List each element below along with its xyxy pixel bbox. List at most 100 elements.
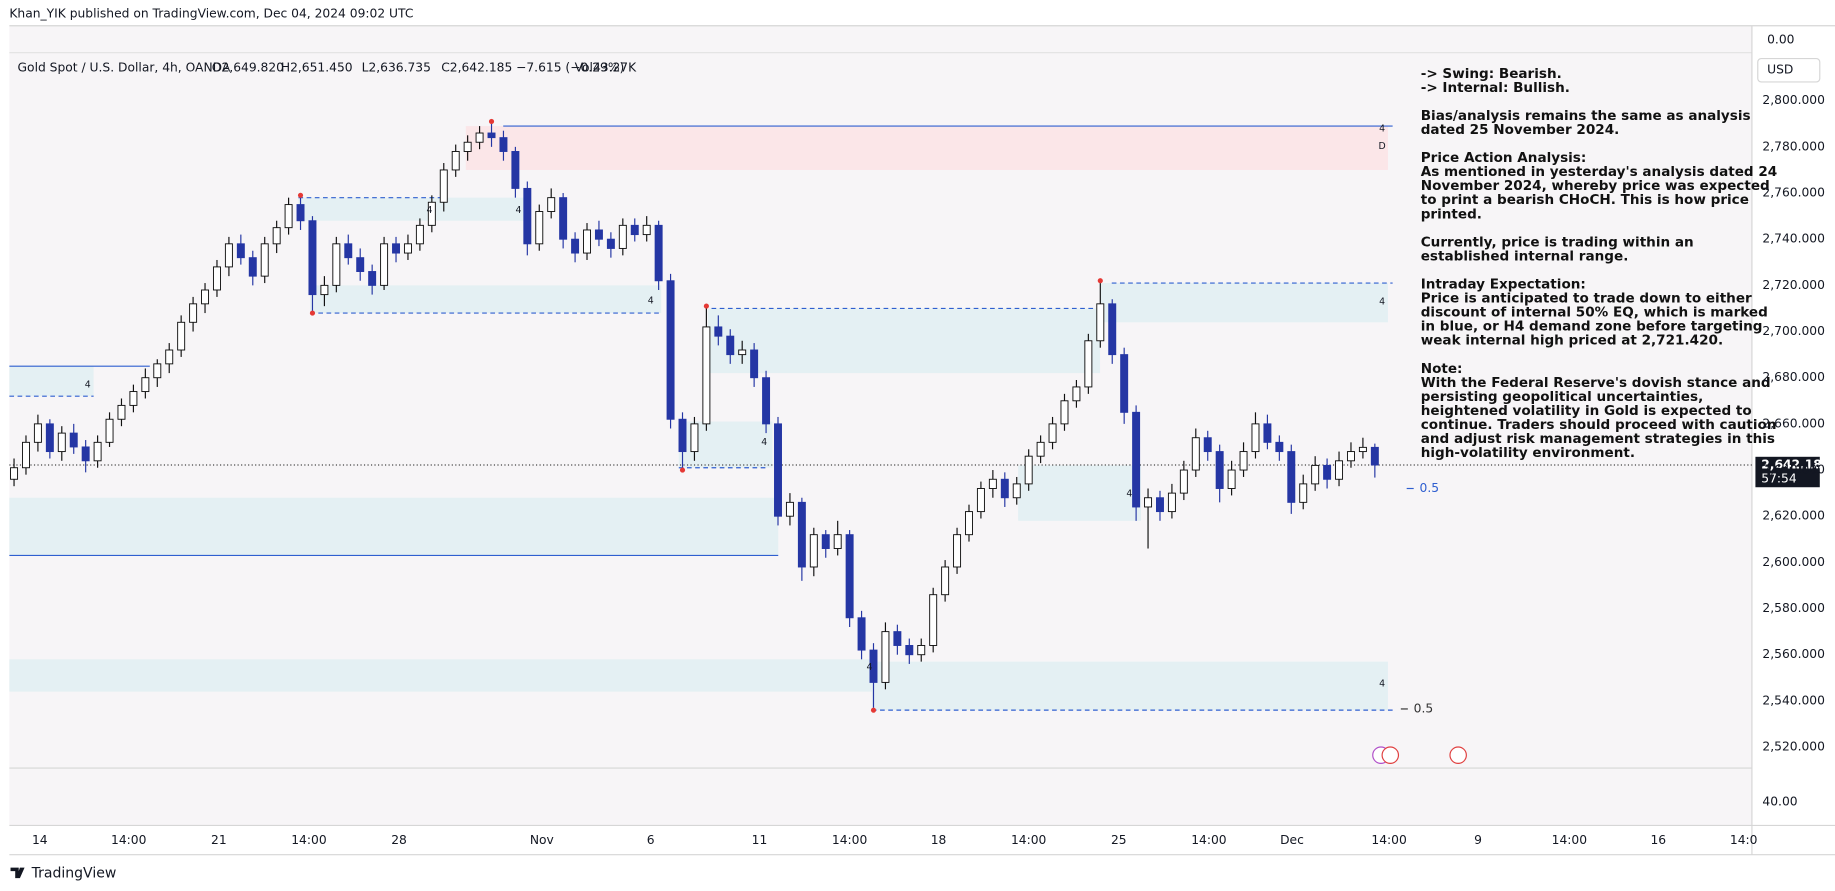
x-tick-label: 14:00: [1011, 833, 1046, 847]
y-tick-label: 2,600.000: [1762, 555, 1825, 569]
zone-label: 4: [867, 662, 873, 673]
candle-body: [678, 418, 687, 453]
candle-body: [129, 391, 138, 406]
candle-body: [463, 141, 472, 152]
y-tick-label: 2,700.000: [1762, 324, 1825, 338]
candle-body: [1132, 411, 1141, 508]
candle-body: [1012, 483, 1021, 499]
candle-body: [941, 566, 950, 596]
zone-label: D: [1378, 141, 1385, 152]
x-tick-label: 14:00: [832, 833, 867, 847]
zone-label: 4: [1379, 297, 1385, 308]
candle-body: [893, 631, 902, 646]
candle-body: [69, 432, 78, 448]
candle-body: [1144, 497, 1153, 508]
zone: [9, 659, 872, 692]
candle-body: [415, 224, 424, 245]
countdown: 57:54: [1761, 472, 1797, 486]
candle-body: [141, 377, 150, 393]
analysis-text: heightened volatility in Gold is expecte…: [1421, 403, 1752, 419]
x-tick-label: 14:00: [1191, 833, 1226, 847]
zone-label: 4: [427, 205, 433, 216]
candle-body: [714, 326, 723, 337]
candle-body: [618, 224, 627, 249]
candle-body: [750, 349, 759, 379]
currency-button[interactable]: [1757, 57, 1821, 83]
ohlc-header: −7.615 (−0.29%): [516, 60, 624, 74]
candle-body: [535, 211, 544, 245]
x-tick-label: 14:00: [291, 833, 326, 847]
x-tick-label: 28: [391, 833, 407, 847]
swing-marker: [870, 707, 877, 713]
candle-body: [821, 534, 830, 549]
candle-body: [630, 224, 639, 236]
y-tick-label: 2,680.000: [1762, 370, 1825, 384]
ohlc-header: Gold Spot / U.S. Dollar, 4h, OANDA: [18, 60, 231, 74]
swing-marker: [703, 303, 709, 309]
event-icon[interactable]: [1381, 746, 1400, 764]
eq-label: 0.5: [1414, 701, 1434, 715]
ohlc-header: Vol43.27K: [575, 60, 638, 74]
last-price-badge: [1755, 456, 1820, 488]
publisher-line: Khan_YIK published on TradingView.com, D…: [9, 7, 413, 21]
candle-body: [905, 645, 914, 656]
zone: [1018, 465, 1142, 521]
candle-body: [594, 229, 603, 240]
candle-body: [1108, 303, 1117, 356]
zone-label: 4: [1379, 123, 1385, 134]
candle-body: [833, 534, 842, 549]
candle-body: [1048, 423, 1057, 443]
swing-marker: [679, 467, 686, 473]
candle-body: [22, 441, 30, 469]
x-tick-label: 11: [752, 833, 768, 847]
candle-body: [224, 243, 233, 268]
candle-body: [988, 478, 997, 489]
swing-marker: [297, 192, 304, 198]
candle-body: [809, 534, 818, 568]
y-tick-label: 2,660.000: [1762, 416, 1825, 430]
candle-body: [212, 266, 221, 291]
candle-body: [105, 418, 114, 443]
candle-body: [427, 201, 436, 226]
zone-label: 4: [85, 380, 91, 391]
candle-body: [583, 229, 591, 254]
candle-body: [1299, 483, 1308, 503]
candle-body: [1263, 423, 1272, 443]
candle-body: [1072, 386, 1081, 402]
candle-body: [451, 151, 460, 171]
candle-body: [10, 467, 19, 480]
swing-marker: [309, 310, 316, 316]
candle-body: [403, 243, 412, 254]
analysis-text: Price Action Analysis:: [1421, 150, 1587, 166]
analysis-text: persisting geopolitical uncertainties,: [1421, 389, 1704, 405]
top-pane-label: 0.00: [1767, 32, 1794, 46]
analysis-text: continue. Traders should proceed with ca…: [1421, 417, 1777, 433]
zone-label: 4: [515, 205, 521, 216]
candle-body: [189, 303, 198, 323]
analysis-text: Intraday Expectation:: [1421, 277, 1586, 293]
candle-body: [857, 617, 866, 651]
candle-body: [1120, 354, 1129, 413]
y-tick-label: 2,560.000: [1762, 647, 1825, 661]
candle-body: [368, 271, 377, 286]
candle-body: [1024, 455, 1033, 485]
candle-body: [774, 423, 782, 517]
zone-label: 4: [1379, 678, 1385, 689]
swing-marker: [488, 118, 495, 125]
analysis-text: in blue, or H4 demand zone before target…: [1421, 319, 1763, 335]
x-tick-label: 14:00: [111, 833, 146, 847]
candle-body: [439, 169, 448, 203]
event-icon[interactable]: [1449, 746, 1467, 764]
candle-body: [1323, 464, 1332, 480]
ohlc-header: L2,636.735: [362, 60, 431, 74]
analysis-text: Price is anticipated to trade down to ei…: [1421, 291, 1752, 307]
candle-body: [571, 238, 580, 254]
candle-body: [1215, 451, 1224, 489]
ohlc-header: H2,651.450: [281, 60, 353, 74]
candle-body: [797, 501, 806, 568]
analysis-text: printed.: [1421, 206, 1482, 222]
analysis-text: established internal range.: [1421, 248, 1629, 264]
analysis-text: With the Federal Reserve's dovish stance…: [1421, 375, 1771, 391]
candle-body: [332, 243, 341, 286]
candle-body: [33, 423, 42, 443]
